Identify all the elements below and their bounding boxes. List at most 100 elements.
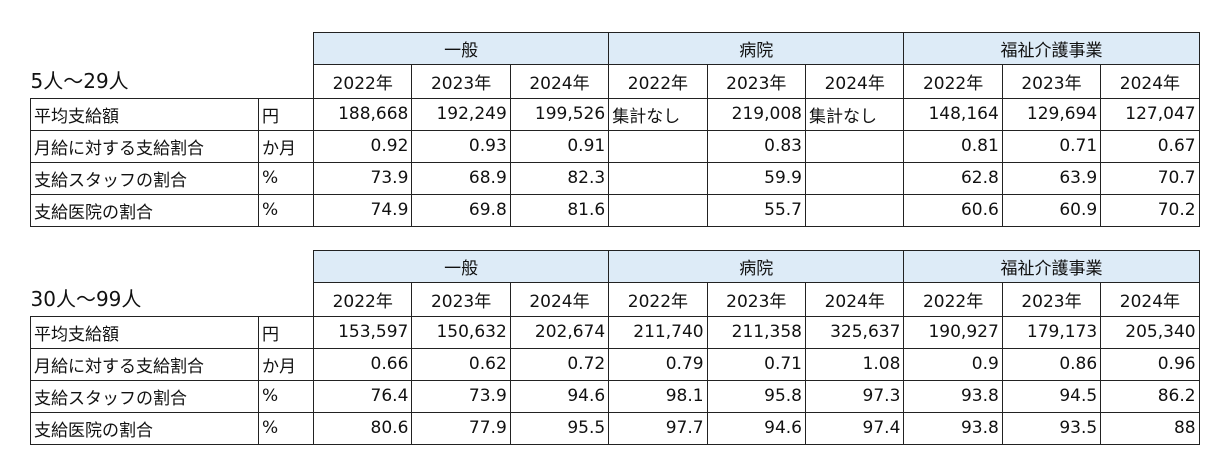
value-cell: 192,249 xyxy=(411,97,511,131)
value-cell: 59.9 xyxy=(706,161,806,195)
value-cell: 153,597 xyxy=(312,315,413,349)
value-cell: 0.66 xyxy=(312,347,413,381)
value-cell: 55.7 xyxy=(706,193,806,227)
row-label: 支給医院の割合 xyxy=(30,193,259,227)
value-cell: 74.9 xyxy=(312,193,413,227)
group-header: 一般 xyxy=(312,250,610,283)
group-header: 一般 xyxy=(312,32,610,65)
value-cell: 0.62 xyxy=(411,347,511,381)
row-unit: % xyxy=(258,193,314,227)
value-cell: 211,740 xyxy=(608,315,708,349)
value-cell: 1.08 xyxy=(804,347,905,381)
value-cell: 211,358 xyxy=(706,315,806,349)
value-cell: 集計なし xyxy=(608,97,708,131)
value-cell: 0.9 xyxy=(903,347,1003,381)
value-cell xyxy=(804,129,905,163)
value-cell: 93.5 xyxy=(1001,411,1102,445)
group-header: 病院 xyxy=(608,250,905,283)
value-cell: 93.8 xyxy=(903,411,1003,445)
year-header: 2022年 xyxy=(903,64,1003,99)
value-cell: 95.5 xyxy=(509,411,610,445)
value-cell: 69.8 xyxy=(411,193,511,227)
value-cell: 0.71 xyxy=(1001,129,1102,163)
data-row: 支給スタッフの割合% 76.4 73.9 94.6 98.1 95.8 97.3 93.8 94… xyxy=(30,379,1200,413)
value-cell: 88 xyxy=(1100,411,1200,445)
blank-cell xyxy=(31,33,314,65)
year-header: 2023年 xyxy=(706,64,806,99)
value-cell: 86.2 xyxy=(1100,379,1200,413)
year-header: 2022年 xyxy=(903,282,1003,317)
value-cell: 199,526 xyxy=(509,97,610,131)
year-row: 30人〜99人 2022年 2023年 2024年 2022年 2023年 2024年 202… xyxy=(30,282,1200,317)
row-unit: % xyxy=(258,379,314,413)
value-cell: 98.1 xyxy=(608,379,708,413)
value-cell: 127,047 xyxy=(1100,97,1200,131)
row-label: 平均支給額 xyxy=(30,315,259,349)
group-header: 福祉介護事業 xyxy=(903,250,1200,283)
year-row: 5人〜29人 2022年 2023年 2024年 2022年 2023年 2024年 2022… xyxy=(30,64,1200,99)
row-unit: か月 xyxy=(258,347,314,381)
value-cell: 325,637 xyxy=(804,315,905,349)
value-cell: 205,340 xyxy=(1100,315,1200,349)
value-cell: 97.3 xyxy=(804,379,905,413)
data-row: 支給スタッフの割合% 73.9 68.9 82.3 59.9 62.8 63.9 70.7 xyxy=(30,161,1200,195)
data-row: 平均支給額円 153,597 150,632 202,674 211,740 211,35… xyxy=(30,315,1200,349)
value-cell: 73.9 xyxy=(312,161,413,195)
value-cell xyxy=(608,129,708,163)
value-cell: 97.4 xyxy=(804,411,905,445)
data-row: 平均支給額円 188,668 192,249 199,526 集計なし 219,008 集計… xyxy=(30,97,1200,131)
value-cell: 94.6 xyxy=(706,411,806,445)
year-header: 2022年 xyxy=(312,282,413,317)
value-cell: 0.83 xyxy=(706,129,806,163)
value-cell: 0.91 xyxy=(509,129,610,163)
year-header: 2022年 xyxy=(312,64,413,99)
value-cell: 0.72 xyxy=(509,347,610,381)
year-header: 2023年 xyxy=(411,64,511,99)
value-cell: 148,164 xyxy=(903,97,1003,131)
table-title: 5人〜29人 xyxy=(30,64,314,98)
value-cell: 94.5 xyxy=(1001,379,1102,413)
row-unit: % xyxy=(258,411,314,445)
row-unit: か月 xyxy=(258,129,314,163)
value-cell: 219,008 xyxy=(706,97,806,131)
year-header: 2023年 xyxy=(706,282,806,317)
group-row: 一般 病院 福祉介護事業 xyxy=(31,250,1200,283)
year-header: 2024年 xyxy=(804,282,905,317)
data-row: 支給医院の割合% 80.6 77.9 95.5 97.7 94.6 97.4 93.8 93.5… xyxy=(30,411,1200,445)
value-cell: 70.2 xyxy=(1100,193,1200,227)
row-unit: % xyxy=(258,161,314,195)
row-label: 支給スタッフの割合 xyxy=(30,161,259,195)
value-cell: 70.7 xyxy=(1100,161,1200,195)
value-cell: 0.86 xyxy=(1001,347,1102,381)
year-header: 2024年 xyxy=(1100,282,1200,317)
value-cell xyxy=(608,161,708,195)
year-header: 2022年 xyxy=(608,282,708,317)
year-header: 2023年 xyxy=(1001,64,1102,99)
row-unit: 円 xyxy=(258,315,314,349)
value-cell xyxy=(804,161,905,195)
value-cell: 81.6 xyxy=(509,193,610,227)
value-cell: 73.9 xyxy=(411,379,511,413)
value-cell: 80.6 xyxy=(312,411,413,445)
year-header: 2023年 xyxy=(1001,282,1102,317)
year-header: 2023年 xyxy=(411,282,511,317)
table-title: 30人〜99人 xyxy=(30,282,314,316)
value-cell: 0.93 xyxy=(411,129,511,163)
value-cell: 0.96 xyxy=(1100,347,1200,381)
data-row: 月給に対する支給割合 か月 0.92 0.93 0.91 0.83 0.81 0.71 0.67 xyxy=(30,129,1200,163)
year-header: 2024年 xyxy=(804,64,905,99)
value-cell: 93.8 xyxy=(903,379,1003,413)
value-cell: 129,694 xyxy=(1001,97,1102,131)
value-cell: 94.6 xyxy=(509,379,610,413)
data-table: 一般 病院 福祉介護事業 30人〜99人 2022年 2023年 2024年 2022年 202… xyxy=(30,250,1200,445)
value-cell: 0.79 xyxy=(608,347,708,381)
value-cell: 77.9 xyxy=(411,411,511,445)
row-label: 支給スタッフの割合 xyxy=(30,379,259,413)
data-table: 一般 病院 福祉介護事業 5人〜29人 2022年 2023年 2024年 2022年 2023… xyxy=(30,32,1200,227)
value-cell: 190,927 xyxy=(903,315,1003,349)
data-row: 支給医院の割合% 74.9 69.8 81.6 55.7 60.6 60.9 70.2 xyxy=(30,193,1200,227)
value-cell: 82.3 xyxy=(509,161,610,195)
group-header: 病院 xyxy=(608,32,905,65)
value-cell: 0.67 xyxy=(1100,129,1200,163)
